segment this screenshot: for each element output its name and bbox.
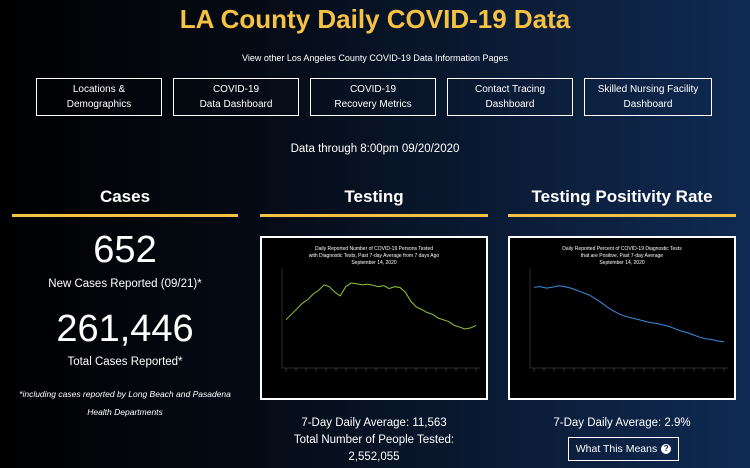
testing-total-label: Total Number of People Tested:	[293, 434, 455, 446]
chart-x-ticks	[285, 368, 477, 371]
nav-button-line1: COVID-19	[349, 84, 397, 95]
cases-divider	[12, 214, 238, 217]
nav-contact-tracing-button[interactable]: Contact Tracing Dashboard	[447, 78, 573, 116]
nav-button-line1: Contact Tracing	[474, 84, 546, 95]
testing-heading: Testing	[344, 187, 404, 206]
positivity-chart[interactable]: Daily Reported Percent of COVID-19 Diagn…	[508, 236, 736, 400]
nav-button-line2: Demographics	[66, 99, 132, 110]
nav-recovery-metrics-button[interactable]: COVID-19 Recovery Metrics	[310, 78, 436, 116]
positivity-divider	[508, 214, 736, 217]
testing-average: 7-Day Daily Average: 11,563	[301, 417, 447, 429]
chart-title-line: Daily Reported Percent of COVID-19 Diagn…	[562, 246, 682, 252]
total-cases-value: 261,446	[56, 308, 194, 350]
nav-data-dashboard-button[interactable]: COVID-19 Data Dashboard	[173, 78, 299, 116]
cases-heading: Cases	[99, 187, 151, 206]
chart-title-line: with Diagnostic Tests, Past 7-day Averag…	[309, 253, 440, 259]
page-title: LA County Daily COVID-19 Data	[179, 4, 571, 34]
nav-locations-demographics-button[interactable]: Locations & Demographics	[36, 78, 162, 116]
testing-total-value: 2,552,055	[348, 451, 400, 463]
testing-divider	[260, 214, 488, 217]
what-this-means-button[interactable]: What This Means ?	[568, 437, 679, 461]
nav-button-line2: Dashboard	[485, 99, 535, 110]
chart-title-line: Daily Reported Number of COVID-19 Person…	[315, 246, 433, 252]
nav-button-line1: COVID-19	[212, 84, 260, 95]
chart-title-line: that are Positive, Past 7-day Average	[581, 253, 663, 259]
chart-title-line: September 14, 2020	[351, 260, 397, 266]
testing-series-line	[285, 282, 477, 330]
question-circle-icon: ?	[661, 444, 672, 454]
positivity-heading: Testing Positivity Rate	[531, 187, 713, 206]
cases-footnote: *including cases reported by Long Beach …	[19, 389, 231, 417]
chart-x-ticks	[533, 368, 725, 371]
nav-button-line1: Skilled Nursing Facility	[597, 84, 699, 95]
nav-skilled-nursing-button[interactable]: Skilled Nursing Facility Dashboard	[584, 78, 712, 116]
positivity-average: 7-Day Daily Average: 2.9%	[553, 417, 691, 429]
positivity-series-line	[533, 285, 725, 343]
data-through-date: Data through 8:00pm 09/20/2020	[290, 143, 460, 155]
nav-button-line2: Recovery Metrics	[334, 99, 412, 110]
nav-button-line2: Dashboard	[623, 99, 673, 110]
chart-title-line: September 14, 2020	[599, 260, 645, 266]
total-cases-label: Total Cases Reported*	[67, 356, 183, 368]
testing-chart[interactable]: Daily Reported Number of COVID-19 Person…	[260, 236, 488, 400]
new-cases-label: New Cases Reported (09/21)*	[48, 278, 202, 290]
what-this-means-label: What This Means	[575, 443, 658, 455]
page-subtitle: View other Los Angeles County COVID-19 D…	[242, 53, 508, 63]
new-cases-value: 652	[93, 229, 157, 271]
nav-button-line2: Data Dashboard	[199, 99, 273, 110]
nav-button-line1: Locations &	[72, 84, 126, 95]
